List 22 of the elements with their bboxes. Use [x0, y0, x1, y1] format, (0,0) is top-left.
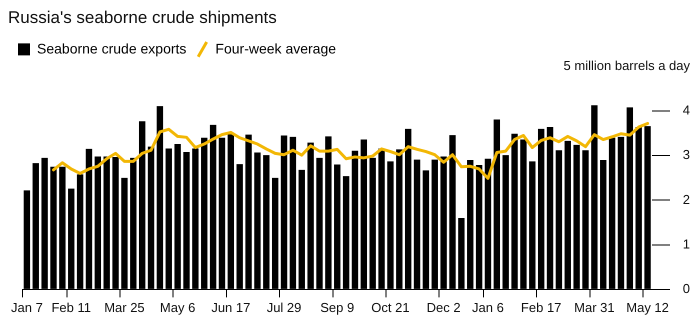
- x-tick-label: Feb 17: [520, 300, 562, 315]
- x-tick-label: Dec 2: [426, 300, 461, 315]
- x-tick-label: Oct 21: [371, 300, 410, 315]
- legend-label: Seaborne crude exports: [37, 40, 186, 56]
- y-tick-label: 5 million barrels a day: [564, 58, 690, 73]
- y-tick-label: 4: [682, 102, 690, 118]
- chart-title: Russia's seaborne crude shipments: [8, 8, 277, 27]
- legend-label: Four-week average: [215, 40, 336, 56]
- x-tick-label: Jul 29: [266, 300, 302, 315]
- x-tick-label: Mar 31: [574, 300, 615, 315]
- y-tick-label: 0: [682, 280, 690, 296]
- y-tick-label: 3: [682, 147, 690, 162]
- x-tick-label: Jan 6: [472, 300, 504, 315]
- y-tick-label: 1: [682, 236, 690, 252]
- x-tick-label: May 6: [160, 300, 196, 315]
- y-tick-label: 2: [682, 192, 690, 207]
- x-tick-label: Feb 11: [51, 300, 91, 315]
- x-tick-label: Jan 7: [10, 300, 43, 315]
- x-tick-label: Mar 25: [104, 300, 145, 315]
- x-tick-label: May 12: [626, 300, 669, 315]
- x-tick-label: Jun 17: [211, 300, 250, 315]
- x-tick-label: Sep 9: [320, 300, 354, 315]
